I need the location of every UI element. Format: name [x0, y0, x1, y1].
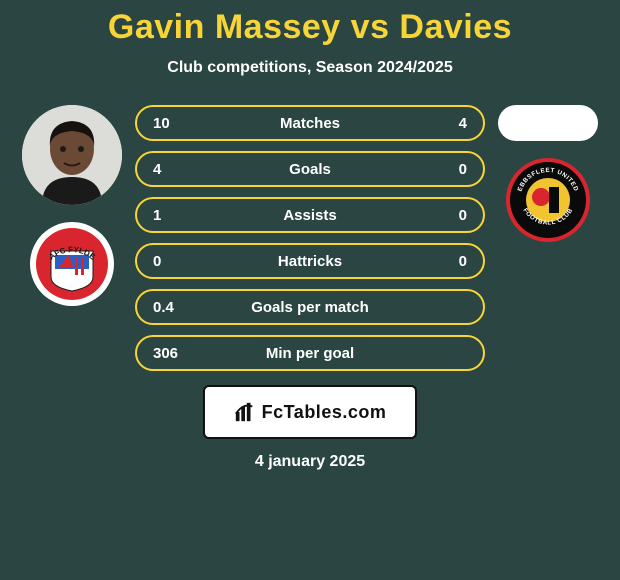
club-right-crest: EBBSFLEET UNITED FOOTBALL CLUB: [505, 157, 591, 243]
player-left-icon: [22, 105, 122, 205]
stat-left-value: 306: [153, 345, 187, 362]
stat-label: Min per goal: [187, 345, 433, 362]
stat-label: Goals: [187, 161, 433, 178]
stat-label: Assists: [187, 207, 433, 224]
stat-row: 306 Min per goal: [135, 335, 485, 371]
stat-right-value: 0: [433, 253, 467, 270]
stat-right-value: 4: [433, 115, 467, 132]
club-left-crest: AFC FYLDE: [29, 221, 115, 307]
brand-logo-icon: [234, 401, 256, 423]
subtitle: Club competitions, Season 2024/2025: [167, 59, 452, 77]
stat-label: Goals per match: [187, 299, 433, 316]
stat-label: Matches: [187, 115, 433, 132]
club-right-crest-icon: EBBSFLEET UNITED FOOTBALL CLUB: [505, 157, 591, 243]
stat-right-value: 0: [433, 207, 467, 224]
comparison-card: Gavin Massey vs Davies Club competitions…: [0, 0, 620, 471]
left-column: AFC FYLDE: [17, 93, 127, 307]
brand-box[interactable]: FcTables.com: [203, 385, 417, 439]
page-title: Gavin Massey vs Davies: [108, 8, 512, 47]
stat-left-value: 1: [153, 207, 187, 224]
stat-row: 1 Assists 0: [135, 197, 485, 233]
right-column: EBBSFLEET UNITED FOOTBALL CLUB: [493, 93, 603, 243]
club-left-crest-icon: AFC FYLDE: [29, 221, 115, 307]
stat-left-value: 4: [153, 161, 187, 178]
stat-row: 10 Matches 4: [135, 105, 485, 141]
player-right-avatar: [498, 105, 598, 141]
brand-text: FcTables.com: [262, 402, 387, 423]
stat-left-value: 10: [153, 115, 187, 132]
stat-row: 4 Goals 0: [135, 151, 485, 187]
stats-table: 10 Matches 4 4 Goals 0 1 Assists 0 0 Hat…: [135, 105, 485, 371]
stat-right-value: 0: [433, 161, 467, 178]
stat-left-value: 0.4: [153, 299, 187, 316]
stat-row: 0.4 Goals per match: [135, 289, 485, 325]
stat-left-value: 0: [153, 253, 187, 270]
stat-label: Hattricks: [187, 253, 433, 270]
date-text: 4 january 2025: [255, 453, 365, 471]
player-left-avatar: [22, 105, 122, 205]
main-row: AFC FYLDE 10 Matches 4 4 Goals 0 1 Assis…: [0, 93, 620, 371]
stat-row: 0 Hattricks 0: [135, 243, 485, 279]
